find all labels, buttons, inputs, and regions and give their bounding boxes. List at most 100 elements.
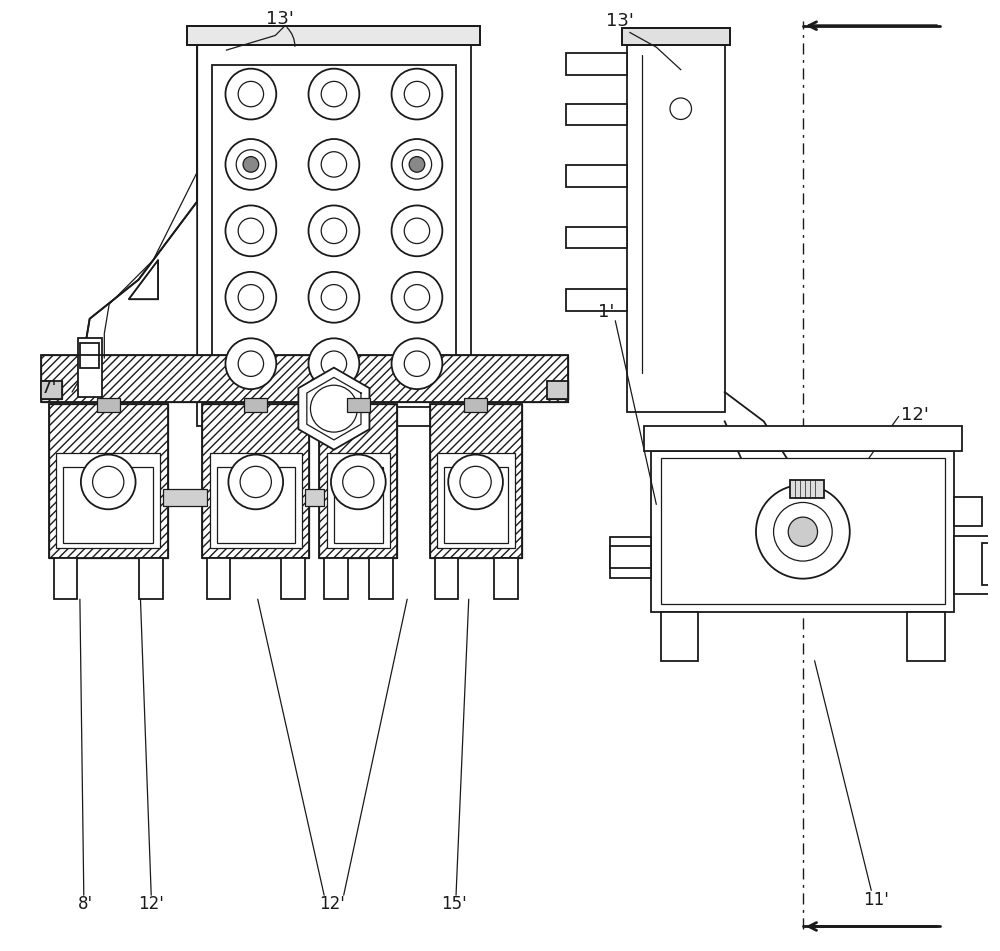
- Bar: [78, 339, 102, 397]
- Circle shape: [238, 351, 264, 377]
- Bar: [437, 453, 515, 549]
- Circle shape: [788, 517, 818, 547]
- Circle shape: [409, 157, 425, 172]
- Bar: [566, 53, 627, 74]
- Circle shape: [343, 466, 374, 497]
- Circle shape: [392, 339, 442, 389]
- Bar: [610, 547, 651, 568]
- Text: 1': 1': [598, 302, 614, 320]
- Text: 7': 7': [41, 378, 57, 397]
- Bar: [566, 289, 627, 311]
- Bar: [327, 453, 390, 549]
- Circle shape: [404, 284, 430, 310]
- Bar: [661, 458, 945, 604]
- Text: 13': 13': [606, 11, 633, 29]
- Bar: [202, 404, 309, 558]
- Bar: [954, 496, 982, 526]
- Bar: [305, 489, 324, 506]
- Bar: [435, 558, 458, 599]
- Circle shape: [321, 82, 347, 107]
- Circle shape: [81, 455, 136, 510]
- Bar: [187, 26, 480, 46]
- Text: 8': 8': [78, 895, 93, 913]
- Bar: [41, 355, 568, 402]
- Bar: [41, 381, 62, 398]
- Circle shape: [670, 98, 691, 120]
- Circle shape: [309, 205, 359, 256]
- Circle shape: [404, 218, 430, 243]
- Bar: [566, 227, 627, 248]
- Bar: [319, 404, 397, 558]
- Circle shape: [225, 139, 276, 190]
- Bar: [187, 26, 480, 46]
- Text: 12': 12': [901, 406, 928, 424]
- Bar: [202, 404, 309, 558]
- Circle shape: [238, 82, 264, 107]
- Bar: [954, 535, 991, 594]
- Circle shape: [309, 139, 359, 190]
- Bar: [319, 404, 397, 558]
- Circle shape: [404, 82, 430, 107]
- Text: 15': 15': [441, 895, 467, 913]
- Bar: [644, 426, 962, 451]
- Bar: [566, 104, 627, 126]
- Circle shape: [321, 351, 347, 377]
- Bar: [651, 451, 954, 611]
- Circle shape: [236, 149, 266, 179]
- Polygon shape: [80, 46, 197, 397]
- Bar: [41, 355, 568, 402]
- Bar: [610, 536, 651, 577]
- Bar: [139, 558, 163, 599]
- Circle shape: [238, 218, 264, 243]
- Bar: [49, 404, 168, 558]
- Bar: [56, 453, 160, 549]
- Bar: [627, 46, 725, 412]
- Bar: [790, 480, 824, 497]
- Text: 11': 11': [863, 891, 889, 909]
- Text: 13': 13': [266, 10, 293, 28]
- Circle shape: [309, 68, 359, 120]
- Bar: [547, 381, 568, 398]
- Bar: [63, 467, 153, 543]
- Circle shape: [225, 68, 276, 120]
- Circle shape: [321, 218, 347, 243]
- Circle shape: [309, 272, 359, 322]
- Circle shape: [243, 157, 259, 172]
- Bar: [369, 558, 393, 599]
- Bar: [163, 489, 207, 506]
- Bar: [41, 381, 62, 398]
- Bar: [207, 558, 230, 599]
- Circle shape: [331, 455, 386, 510]
- Bar: [982, 543, 996, 585]
- Circle shape: [392, 139, 442, 190]
- Circle shape: [392, 68, 442, 120]
- Bar: [494, 558, 518, 599]
- Bar: [622, 28, 730, 46]
- Circle shape: [321, 284, 347, 310]
- Circle shape: [460, 466, 491, 497]
- Bar: [347, 398, 370, 412]
- Bar: [49, 404, 168, 558]
- Bar: [547, 381, 568, 398]
- Circle shape: [225, 339, 276, 389]
- Circle shape: [93, 466, 124, 497]
- Bar: [97, 398, 120, 412]
- Circle shape: [240, 466, 271, 497]
- Bar: [430, 404, 522, 558]
- Bar: [80, 368, 109, 397]
- Bar: [244, 398, 267, 412]
- Text: 12': 12': [319, 895, 345, 913]
- Bar: [444, 467, 508, 543]
- Circle shape: [310, 385, 357, 432]
- Bar: [80, 343, 99, 368]
- Bar: [907, 611, 945, 661]
- Bar: [324, 558, 348, 599]
- Circle shape: [402, 149, 432, 179]
- Bar: [622, 28, 730, 46]
- Bar: [464, 398, 487, 412]
- Circle shape: [238, 284, 264, 310]
- Bar: [210, 453, 302, 549]
- Circle shape: [228, 455, 283, 510]
- Circle shape: [392, 272, 442, 322]
- Bar: [430, 404, 522, 558]
